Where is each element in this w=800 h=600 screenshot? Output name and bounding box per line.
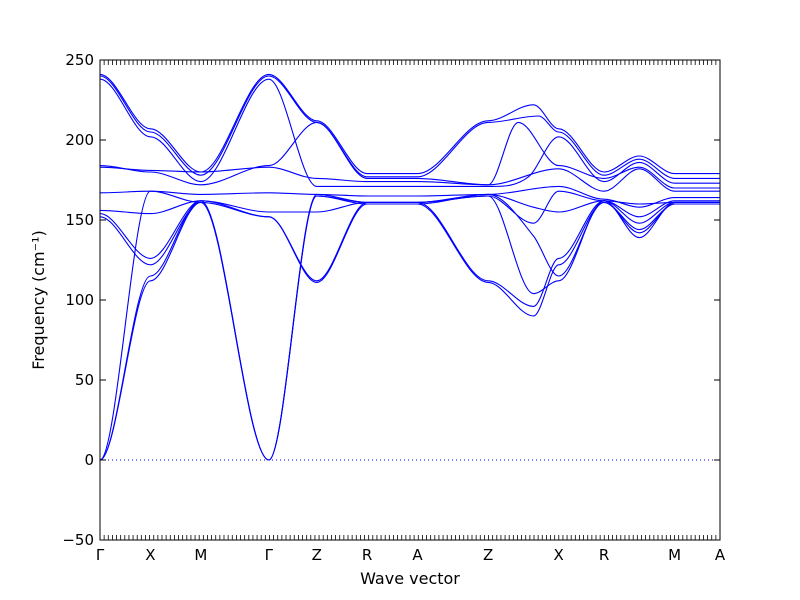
band-6: [99, 185, 720, 208]
x-tick-label: Z: [312, 546, 322, 564]
x-tick-label: M: [194, 546, 207, 564]
x-axis-label: Wave vector: [360, 569, 460, 588]
plot-background: [100, 60, 720, 540]
band-5: [99, 166, 720, 192]
x-tick-label: A: [412, 546, 423, 564]
x-tick-label: Γ: [265, 546, 274, 564]
y-tick-label: 250: [65, 51, 94, 69]
y-tick-label: 0: [84, 451, 94, 469]
y-tick-label: 200: [65, 131, 94, 149]
ticks-layer: −50 0 50 100 150 200 250 Γ X M Γ Z R A Z X R M A: [62, 51, 726, 564]
y-tick-label: 150: [65, 211, 94, 229]
x-tick-label: X: [554, 546, 564, 564]
band-9: [99, 201, 720, 317]
x-tick-label: M: [668, 546, 681, 564]
band-1: [99, 73, 720, 175]
y-axis-label: Frequency (cm⁻¹): [29, 230, 48, 369]
y-tick-label: 100: [65, 291, 94, 309]
x-tick-label: A: [715, 546, 726, 564]
plot-area: [100, 60, 720, 540]
x-tick-label: Γ: [96, 546, 105, 564]
band-3: [99, 78, 720, 187]
y-tick-label: 50: [75, 371, 94, 389]
band-12: [99, 190, 720, 461]
y-tick-label: −50: [62, 531, 94, 549]
series-layer: [99, 73, 720, 461]
x-tick-label: Z: [483, 546, 493, 564]
x-tick-label: R: [362, 546, 372, 564]
band-7: [99, 193, 720, 218]
x-tick-label: R: [599, 546, 609, 564]
x-tick-label: X: [145, 546, 155, 564]
